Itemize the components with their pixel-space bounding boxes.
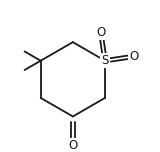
Text: S: S [101, 54, 109, 67]
Text: O: O [68, 139, 77, 152]
Text: O: O [129, 50, 138, 63]
Text: O: O [96, 26, 105, 39]
